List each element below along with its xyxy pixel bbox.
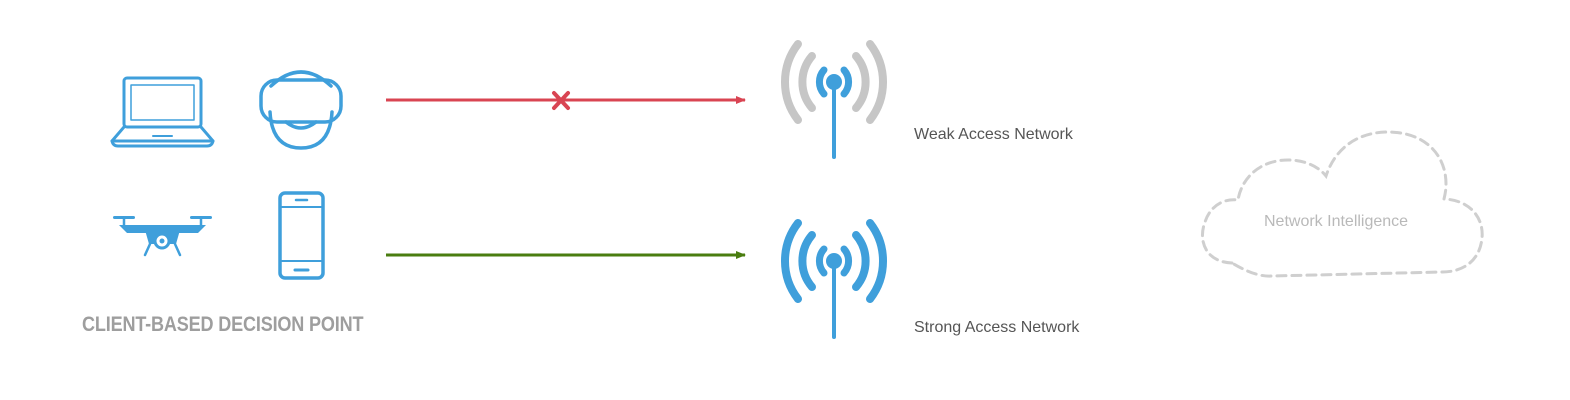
laptop-icon bbox=[110, 76, 215, 148]
weak-antenna-icon bbox=[781, 40, 887, 159]
weak-network-label: Weak Access Network bbox=[914, 126, 1073, 143]
strong-network-label: Strong Access Network bbox=[914, 319, 1080, 336]
client-decision-point-title: CLIENT-BASED DECISION POINT bbox=[82, 313, 364, 336]
blocked-x-icon bbox=[552, 91, 570, 110]
network-intelligence-cloud-icon bbox=[1200, 130, 1484, 278]
network-intelligence-label: Network Intelligence bbox=[1264, 213, 1409, 230]
vr-headset-icon bbox=[259, 70, 343, 150]
smartphone-icon bbox=[278, 191, 325, 280]
strong-antenna-icon bbox=[781, 219, 887, 339]
drone-icon bbox=[113, 216, 212, 257]
